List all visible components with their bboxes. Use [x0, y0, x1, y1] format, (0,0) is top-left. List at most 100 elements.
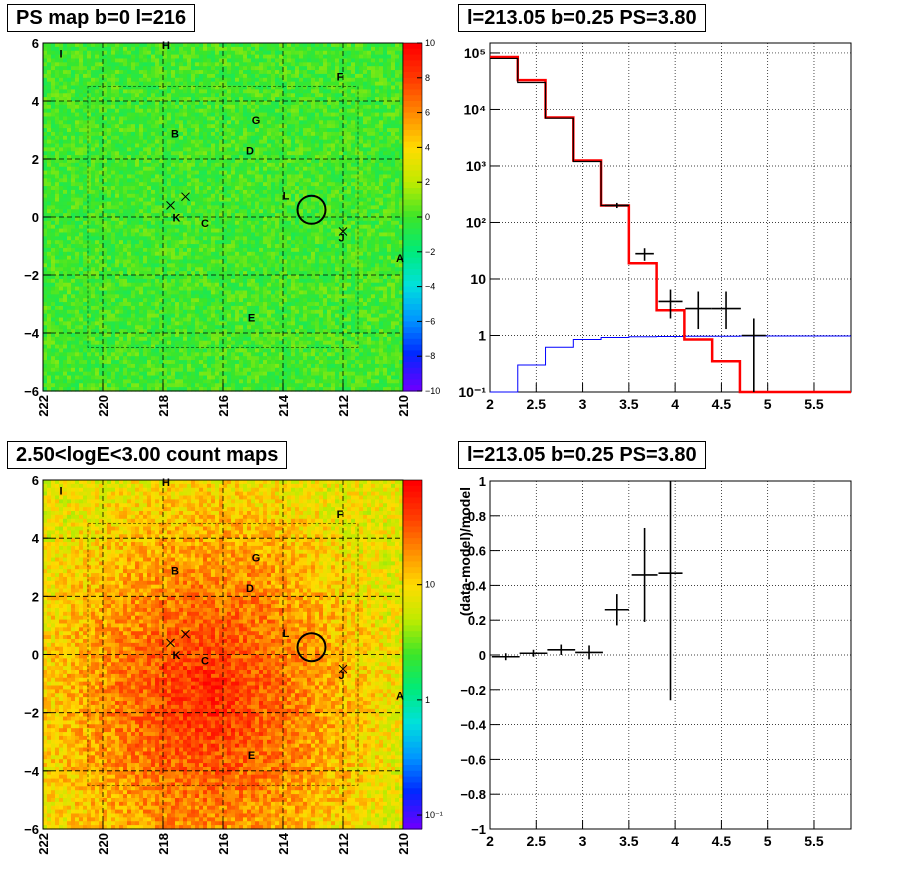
ps-cell	[191, 104, 196, 110]
ps-cell	[167, 70, 172, 75]
ps-cell	[207, 120, 212, 125]
ps-cell	[187, 356, 192, 361]
ps-cell	[135, 193, 140, 199]
ps-cell	[211, 93, 216, 98]
ps-cell	[47, 329, 52, 334]
ps-cell	[123, 58, 128, 63]
ps-cell	[67, 205, 72, 210]
ps-cell	[63, 50, 68, 56]
ps-cell	[87, 348, 92, 353]
ps-cell	[199, 66, 204, 71]
ps-cell	[183, 371, 188, 377]
ps-cell	[71, 363, 76, 369]
ps-cell	[243, 317, 248, 322]
ps-cell	[43, 228, 48, 234]
ps-cell	[143, 240, 148, 245]
ps-cell	[83, 97, 88, 102]
ps-cell	[227, 77, 232, 83]
ps-cell	[191, 89, 196, 94]
ps-cell	[255, 178, 260, 183]
ps-cell	[63, 85, 68, 90]
ps-cell	[223, 321, 228, 326]
ps-cell	[51, 85, 56, 90]
ps-cell	[179, 147, 184, 152]
ps-cell	[51, 205, 56, 210]
ps-cell	[207, 313, 212, 319]
ps-cell	[91, 367, 96, 373]
ps-cell	[183, 333, 188, 338]
ps-cell	[147, 120, 152, 125]
ps-cell	[247, 278, 252, 284]
ps-cell	[95, 151, 100, 156]
ps-cell	[227, 112, 232, 118]
ps-cell	[195, 240, 200, 245]
ps-cell	[243, 321, 248, 326]
ps-cell	[239, 143, 244, 148]
ps-cell	[227, 375, 232, 380]
ps-cell	[211, 294, 216, 299]
ps-cell	[223, 93, 228, 98]
ps-cell	[207, 321, 212, 326]
ps-cell	[95, 217, 100, 222]
ps-cell	[83, 220, 88, 226]
ps-cell	[75, 224, 80, 230]
ps-cell	[71, 151, 76, 156]
ps-cell	[259, 143, 264, 148]
ps-cell	[159, 139, 164, 145]
ps-cell	[223, 85, 228, 90]
ps-cell	[147, 93, 152, 98]
ps-cell	[139, 244, 144, 249]
ps-cell	[231, 217, 236, 222]
ps-cell	[255, 305, 260, 311]
ps-cell	[171, 360, 176, 365]
ps-cell	[67, 329, 72, 334]
ps-cell	[263, 143, 268, 148]
ps-cell	[95, 209, 100, 214]
ps-cell	[143, 104, 148, 110]
ps-cell	[59, 313, 64, 319]
ps-cell	[51, 290, 56, 295]
ps-cell	[235, 97, 240, 102]
ps-cell	[243, 275, 248, 280]
ps-cell	[47, 77, 52, 83]
ps-cell	[71, 66, 76, 71]
ps-cell	[251, 62, 256, 67]
ps-cell	[127, 228, 132, 234]
ps-cell	[163, 62, 168, 67]
ps-cell	[123, 302, 128, 307]
ps-cell	[103, 336, 108, 342]
ps-cell	[163, 112, 168, 118]
ps-cell	[43, 278, 48, 284]
ps-cell	[215, 205, 220, 210]
ps-cell	[59, 178, 64, 183]
ps-cell	[251, 217, 256, 222]
ps-cell	[251, 263, 256, 268]
ps-cell	[163, 124, 168, 129]
ps-cell	[239, 77, 244, 83]
ps-cell	[175, 329, 180, 334]
ps-cell	[139, 336, 144, 342]
ps-cell	[171, 375, 176, 380]
ps-cell	[151, 247, 156, 253]
ps-cell	[51, 213, 56, 218]
ps-cell	[99, 352, 104, 357]
ps-cell	[143, 108, 148, 114]
ps-cell	[179, 159, 184, 164]
ps-cell	[207, 155, 212, 160]
ps-cell	[199, 70, 204, 75]
ps-cell	[235, 178, 240, 183]
ps-cell	[171, 135, 176, 141]
ps-cell	[43, 93, 48, 98]
ps-cell	[131, 275, 136, 280]
ps-cell	[67, 317, 72, 322]
ps-cell	[83, 128, 88, 133]
ps-cell	[139, 197, 144, 203]
ps-cell	[115, 128, 120, 133]
ps-cell	[71, 73, 76, 79]
ps-cell	[211, 360, 216, 365]
ps-cell	[95, 317, 100, 322]
ps-cell	[211, 101, 216, 106]
ps-cell	[187, 174, 192, 179]
ps-cell	[195, 50, 200, 56]
ps-cell	[231, 124, 236, 129]
